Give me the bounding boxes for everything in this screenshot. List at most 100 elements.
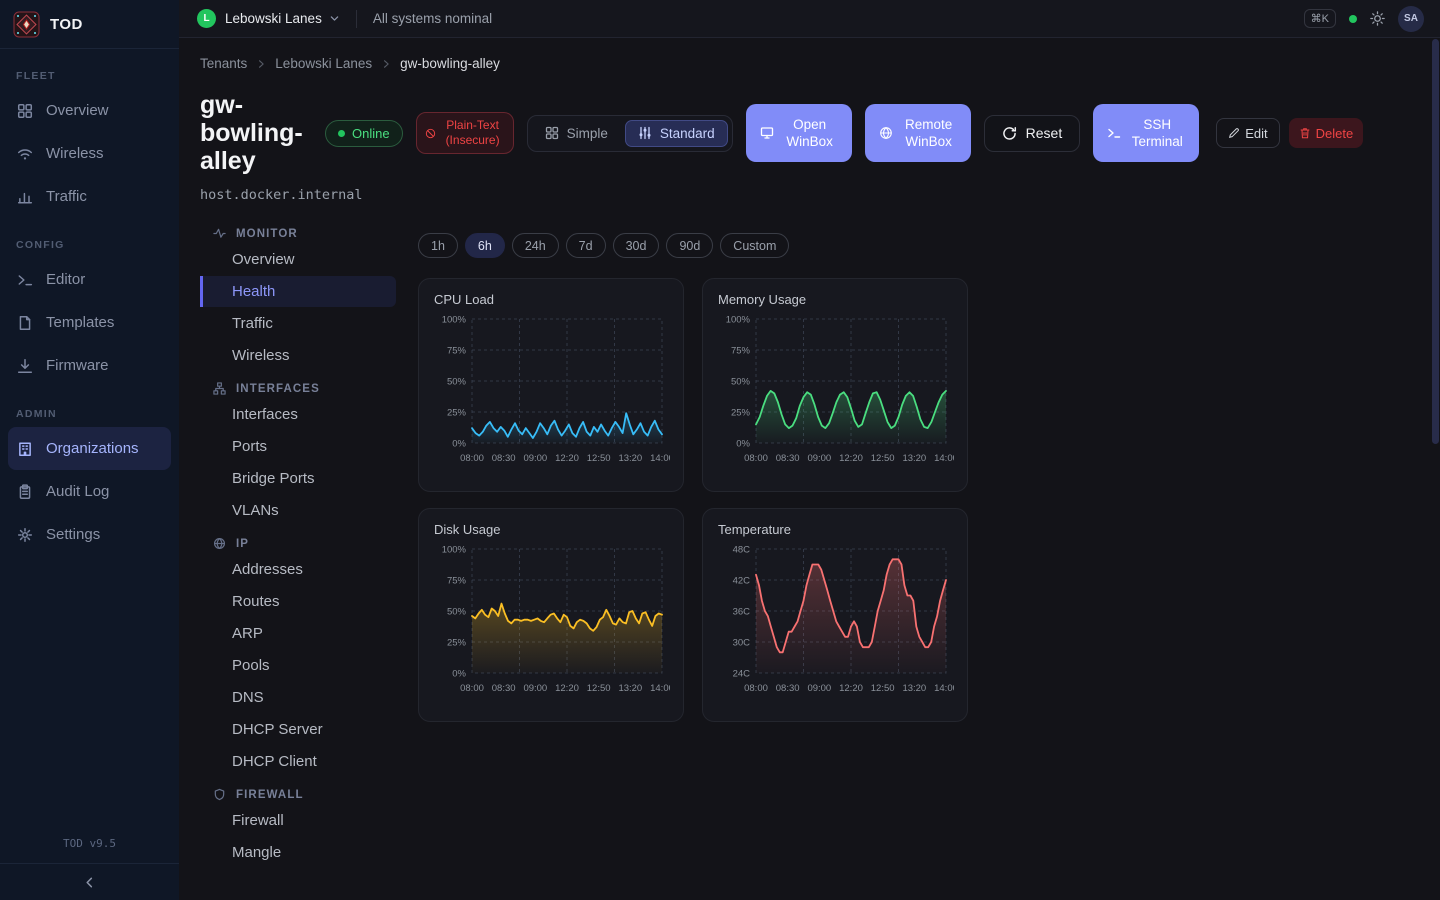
- subnav-section-monitor: MONITOR: [200, 227, 396, 240]
- subnav-item-pools[interactable]: Pools: [200, 650, 396, 681]
- monitor-icon: [760, 126, 774, 140]
- reset-button[interactable]: Reset: [984, 115, 1081, 152]
- subnav-item-overview[interactable]: Overview: [200, 244, 396, 275]
- subnav-item-bridge-ports[interactable]: Bridge Ports: [200, 463, 396, 494]
- time-range-1h[interactable]: 1h: [418, 233, 458, 258]
- chart-title: Memory Usage: [718, 292, 954, 307]
- time-range-24h[interactable]: 24h: [512, 233, 559, 258]
- svg-text:08:00: 08:00: [460, 683, 484, 694]
- app-logo-icon: [13, 11, 40, 38]
- time-range-30d[interactable]: 30d: [613, 233, 660, 258]
- subnav-section-label: MONITOR: [236, 228, 298, 240]
- sidebar-section-admin: ADMIN: [16, 408, 163, 420]
- subnav-item-wireless[interactable]: Wireless: [200, 340, 396, 371]
- trash-icon: [1299, 127, 1311, 139]
- edit-label: Edit: [1245, 126, 1267, 141]
- subnav-section-label: FIREWALL: [236, 789, 304, 801]
- sidebar-item-traffic[interactable]: Traffic: [8, 175, 171, 218]
- sidebar-collapse-button[interactable]: [0, 863, 179, 900]
- device-host: host.docker.internal: [200, 187, 1440, 203]
- subnav-item-interfaces[interactable]: Interfaces: [200, 399, 396, 430]
- scrollbar-thumb[interactable]: [1432, 39, 1439, 444]
- breadcrumb: Tenants Lebowski Lanes gw-bowling-alley: [200, 56, 1440, 71]
- delete-label: Delete: [1316, 126, 1354, 141]
- view-simple-button[interactable]: Simple: [532, 120, 621, 147]
- chart-plot-cpu-load: 100%75%50%25%0%08:0008:3009:0012:2012:50…: [432, 313, 670, 481]
- breadcrumb-tenants[interactable]: Tenants: [200, 56, 247, 71]
- sidebar-item-organizations[interactable]: Organizations: [8, 427, 171, 470]
- page-title: gw-bowling-alley: [200, 91, 312, 175]
- clipboard-icon: [17, 484, 33, 500]
- svg-text:08:00: 08:00: [744, 683, 768, 694]
- tenant-switcher[interactable]: Lebowski Lanes: [225, 11, 322, 26]
- subnav-item-dhcp-client[interactable]: DHCP Client: [200, 746, 396, 777]
- status-badge-label: Online: [352, 126, 390, 141]
- svg-text:08:30: 08:30: [776, 683, 800, 694]
- subnav-item-dns[interactable]: DNS: [200, 682, 396, 713]
- subnav-item-health[interactable]: Health: [200, 276, 396, 307]
- subnav-item-vlans[interactable]: VLANs: [200, 495, 396, 526]
- time-range-90d[interactable]: 90d: [666, 233, 713, 258]
- gear-icon: [17, 527, 33, 543]
- sidebar-item-templates[interactable]: Templates: [8, 301, 171, 344]
- topbar-divider: [356, 10, 357, 28]
- svg-text:12:20: 12:20: [839, 683, 863, 694]
- subnav-item-firewall[interactable]: Firewall: [200, 805, 396, 836]
- user-avatar[interactable]: SA: [1398, 6, 1424, 32]
- subnav-item-arp[interactable]: ARP: [200, 618, 396, 649]
- sidebar-item-wireless[interactable]: Wireless: [8, 132, 171, 175]
- subnav-item-ports[interactable]: Ports: [200, 431, 396, 462]
- time-range-custom[interactable]: Custom: [720, 233, 789, 258]
- delete-button[interactable]: Delete: [1289, 118, 1364, 148]
- command-palette-shortcut[interactable]: ⌘K: [1304, 9, 1336, 28]
- sidebar-item-audit-log[interactable]: Audit Log: [8, 470, 171, 513]
- chevron-down-icon[interactable]: [329, 13, 340, 24]
- svg-text:42C: 42C: [733, 576, 751, 587]
- edit-button[interactable]: Edit: [1216, 118, 1279, 148]
- svg-text:100%: 100%: [442, 315, 467, 326]
- sidebar-item-label: Traffic: [46, 188, 87, 205]
- activity-icon: [213, 227, 226, 240]
- body-row: MONITOR OverviewHealthTrafficWireless INTE…: [200, 216, 1440, 869]
- chart-plot-disk-usage: 100%75%50%25%0%08:0008:3009:0012:2012:50…: [432, 543, 670, 711]
- scrollbar[interactable]: [1432, 39, 1439, 900]
- sidebar-item-label: Settings: [46, 526, 100, 543]
- time-range-7d[interactable]: 7d: [566, 233, 606, 258]
- open-winbox-button[interactable]: Open WinBox: [746, 104, 852, 162]
- subnav-item-addresses[interactable]: Addresses: [200, 554, 396, 585]
- subnav-item-routes[interactable]: Routes: [200, 586, 396, 617]
- svg-text:75%: 75%: [731, 346, 751, 357]
- svg-text:09:00: 09:00: [523, 453, 547, 464]
- svg-text:08:00: 08:00: [460, 453, 484, 464]
- svg-text:09:00: 09:00: [807, 453, 831, 464]
- view-simple-label: Simple: [567, 126, 608, 141]
- sidebar-item-overview[interactable]: Overview: [8, 89, 171, 132]
- main-area: L Lebowski Lanes All systems nominal ⌘K …: [179, 0, 1440, 900]
- subnav-item-mangle[interactable]: Mangle: [200, 837, 396, 868]
- remote-winbox-button[interactable]: Remote WinBox: [865, 104, 971, 162]
- pencil-icon: [1228, 127, 1240, 139]
- sidebar-item-editor[interactable]: Editor: [8, 258, 171, 301]
- terminal-icon: [1107, 126, 1121, 140]
- connection-status-dot: [1349, 15, 1357, 23]
- view-standard-button[interactable]: Standard: [625, 120, 728, 147]
- chart-title: Disk Usage: [434, 522, 670, 537]
- sidebar-item-settings[interactable]: Settings: [8, 513, 171, 556]
- subnav-item-dhcp-server[interactable]: DHCP Server: [200, 714, 396, 745]
- sidebar-item-label: Templates: [46, 314, 114, 331]
- time-range-6h[interactable]: 6h: [465, 233, 505, 258]
- chart-plot-temperature: 48C42C36C30C24C08:0008:3009:0012:2012:50…: [716, 543, 954, 711]
- sidebar-item-label: Overview: [46, 102, 109, 119]
- insecure-icon: [425, 128, 436, 139]
- svg-text:25%: 25%: [447, 408, 467, 419]
- sidebar-item-firmware[interactable]: Firmware: [8, 344, 171, 387]
- breadcrumb-tenant[interactable]: Lebowski Lanes: [275, 56, 372, 71]
- svg-text:08:30: 08:30: [492, 683, 516, 694]
- subnav-item-traffic[interactable]: Traffic: [200, 308, 396, 339]
- sun-icon[interactable]: [1370, 11, 1385, 26]
- subnav-section-interfaces: INTERFACES: [200, 382, 396, 395]
- grid-icon: [545, 126, 559, 140]
- chart-card-disk-usage: Disk Usage100%75%50%25%0%08:0008:3009:00…: [418, 508, 684, 722]
- svg-text:13:20: 13:20: [618, 453, 642, 464]
- ssh-terminal-button[interactable]: SSH Terminal: [1093, 104, 1199, 162]
